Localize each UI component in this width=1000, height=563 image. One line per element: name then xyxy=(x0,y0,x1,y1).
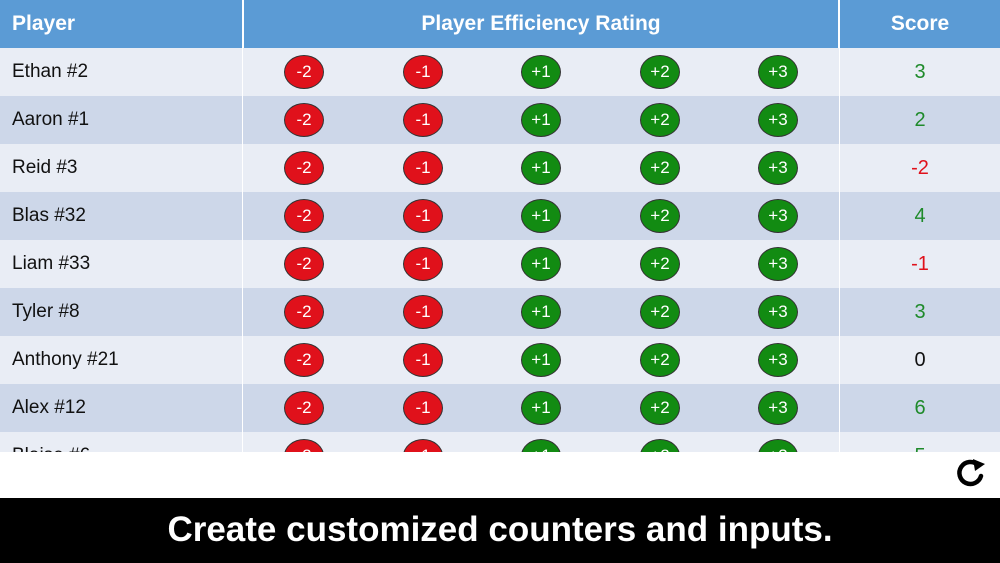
player-score: 6 xyxy=(914,397,926,419)
player-name: Blaise #6 xyxy=(12,432,90,452)
rating-button-plus-1[interactable]: +1 xyxy=(521,247,561,281)
rating-button-plus-1[interactable]: +1 xyxy=(521,199,561,233)
rating-button-minus-1[interactable]: -1 xyxy=(403,151,443,185)
player-score: 5 xyxy=(840,432,1000,452)
rating-button-minus-2[interactable]: -2 xyxy=(284,103,324,137)
rating-button-minus-2[interactable]: -2 xyxy=(284,247,324,281)
table-row: Ethan #2 -2 -1 +1 +2 +3 3 xyxy=(0,48,1000,96)
player-column-header: Player xyxy=(0,0,242,48)
rating-button-minus-1[interactable]: -1 xyxy=(403,247,443,281)
rating-button-plus-3[interactable]: +3 xyxy=(758,151,798,185)
rating-button-plus-2[interactable]: +2 xyxy=(640,391,680,425)
rating-button-plus-2[interactable]: +2 xyxy=(640,343,680,377)
rating-button-plus-2[interactable]: +2 xyxy=(640,55,680,89)
rating-button-minus-1[interactable]: -1 xyxy=(403,343,443,377)
rating-button-plus-3[interactable]: +3 xyxy=(758,199,798,233)
rating-button-plus-3[interactable]: +3 xyxy=(758,391,798,425)
rating-button-plus-2[interactable]: +2 xyxy=(640,103,680,137)
efficiency-table: Player Player Efficiency Rating Score Et… xyxy=(0,0,1000,452)
table-row: Alex #12 -2 -1 +1 +2 +3 6 xyxy=(0,384,1000,432)
table-row: Liam #33 -2 -1 +1 +2 +3 -1 xyxy=(0,240,1000,288)
rating-button-plus-3[interactable]: +3 xyxy=(758,247,798,281)
rating-button-minus-2[interactable]: -2 xyxy=(284,439,324,452)
player-score: 2 xyxy=(914,109,926,131)
rating-button-minus-1[interactable]: -1 xyxy=(403,199,443,233)
rating-button-minus-2[interactable]: -2 xyxy=(284,391,324,425)
rating-button-plus-1[interactable]: +1 xyxy=(521,103,561,137)
refresh-icon xyxy=(957,459,985,487)
rating-button-minus-2[interactable]: -2 xyxy=(284,199,324,233)
table-row: Blaise #6 -2 -1 +1 +2 +3 5 xyxy=(0,432,1000,452)
rating-button-plus-1[interactable]: +1 xyxy=(521,151,561,185)
table-row: Anthony #21 -2 -1 +1 +2 +3 0 xyxy=(0,336,1000,384)
table-row: Aaron #1 -2 -1 +1 +2 +3 2 xyxy=(0,96,1000,144)
rating-button-plus-1[interactable]: +1 xyxy=(521,295,561,329)
player-name: Aaron #1 xyxy=(12,109,90,130)
rating-button-plus-2[interactable]: +2 xyxy=(640,439,680,452)
rating-button-plus-2[interactable]: +2 xyxy=(640,247,680,281)
player-score: 3 xyxy=(914,61,926,83)
player-name: Liam #33 xyxy=(12,253,91,274)
caption-banner: Create customized counters and inputs. xyxy=(0,498,1000,563)
column-divider xyxy=(839,48,840,452)
rating-column-header: Player Efficiency Rating xyxy=(244,0,838,48)
rating-button-minus-1[interactable]: -1 xyxy=(403,295,443,329)
rating-button-minus-2[interactable]: -2 xyxy=(284,295,324,329)
table-row: Reid #3 -2 -1 +1 +2 +3 -2 xyxy=(0,144,1000,192)
player-name: Tyler #8 xyxy=(12,301,80,322)
rating-button-plus-1[interactable]: +1 xyxy=(521,55,561,89)
score-column-header: Score xyxy=(840,0,1000,48)
player-score: 4 xyxy=(914,205,926,227)
player-score: 0 xyxy=(914,349,926,371)
rating-button-minus-1[interactable]: -1 xyxy=(403,103,443,137)
rating-button-minus-1[interactable]: -1 xyxy=(403,391,443,425)
player-score: -2 xyxy=(911,157,929,179)
rating-button-minus-1[interactable]: -1 xyxy=(403,55,443,89)
rating-button-plus-2[interactable]: +2 xyxy=(640,295,680,329)
player-name: Anthony #21 xyxy=(12,349,119,370)
rating-button-plus-2[interactable]: +2 xyxy=(640,151,680,185)
player-score: 3 xyxy=(914,301,926,323)
table-header: Player Player Efficiency Rating Score xyxy=(0,0,1000,48)
rating-button-minus-2[interactable]: -2 xyxy=(284,55,324,89)
rating-button-minus-2[interactable]: -2 xyxy=(284,343,324,377)
rating-button-plus-2[interactable]: +2 xyxy=(640,199,680,233)
rating-button-plus-1[interactable]: +1 xyxy=(521,343,561,377)
player-name: Reid #3 xyxy=(12,157,78,178)
rating-button-plus-3[interactable]: +3 xyxy=(758,439,798,452)
column-divider xyxy=(242,48,243,452)
rating-button-plus-1[interactable]: +1 xyxy=(521,391,561,425)
rating-button-plus-3[interactable]: +3 xyxy=(758,295,798,329)
player-name: Blas #32 xyxy=(12,205,86,226)
rating-button-plus-1[interactable]: +1 xyxy=(521,439,561,452)
rating-button-plus-3[interactable]: +3 xyxy=(758,55,798,89)
table-row: Blas #32 -2 -1 +1 +2 +3 4 xyxy=(0,192,1000,240)
player-name: Ethan #2 xyxy=(12,61,89,82)
table-row: Tyler #8 -2 -1 +1 +2 +3 3 xyxy=(0,288,1000,336)
rating-button-minus-2[interactable]: -2 xyxy=(284,151,324,185)
player-score: -1 xyxy=(911,253,929,275)
rating-button-plus-3[interactable]: +3 xyxy=(758,343,798,377)
rating-button-minus-1[interactable]: -1 xyxy=(403,439,443,452)
rating-button-plus-3[interactable]: +3 xyxy=(758,103,798,137)
refresh-button[interactable] xyxy=(948,454,992,494)
player-name: Alex #12 xyxy=(12,397,86,418)
